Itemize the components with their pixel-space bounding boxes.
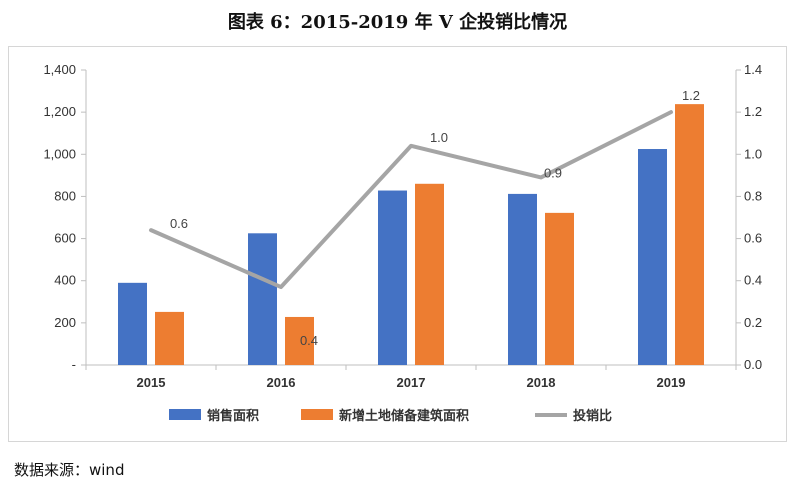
line-data-label: 0.4 <box>300 333 318 348</box>
bar-new-land-bank <box>545 212 574 365</box>
left-axis-tick-label: 1,000 <box>43 146 76 161</box>
bar-sales-area <box>248 233 277 365</box>
bar-sales-area <box>638 149 667 365</box>
x-axis-category-label: 2016 <box>267 375 296 390</box>
right-axis-tick-label: 0.6 <box>744 231 762 246</box>
right-axis-tick-label: 1.4 <box>744 62 762 77</box>
x-axis-category-label: 2019 <box>657 375 686 390</box>
legend-swatch <box>301 409 333 420</box>
line-investment-sales-ratio <box>149 110 673 290</box>
legend-label: 投销比 <box>573 408 612 424</box>
legend-label: 销售面积 <box>207 408 259 424</box>
left-axis-tick-label: 400 <box>54 273 76 288</box>
right-axis-tick-label: 0.8 <box>744 188 762 203</box>
line-data-label: 1.2 <box>682 88 700 103</box>
left-axis-tick-label: 1,200 <box>43 104 76 119</box>
data-source: 数据来源：wind <box>14 461 125 479</box>
left-axis-tick-label: 200 <box>54 315 76 330</box>
chart-area: - 200 400 600 800 1,000 1,200 1,400 0.0 0.2 0.4 0.6… <box>8 46 787 442</box>
right-axis-tick-label: 1.2 <box>744 104 762 119</box>
right-axis-tick-label: 1.0 <box>744 146 762 161</box>
chart-title: 图表 6：2015-2019 年 V 企投销比情况 <box>227 12 568 33</box>
bar-sales-area <box>118 282 147 365</box>
legend-swatch <box>169 409 201 420</box>
left-axis-tick-label: 600 <box>54 231 76 246</box>
bar-new-land-bank <box>675 104 704 365</box>
combo-chart: - 200 400 600 800 1,000 1,200 1,400 0.0 0.2 0.4 0.6… <box>43 62 762 424</box>
line-data-label: 0.6 <box>170 216 188 231</box>
bar-new-land-bank <box>155 311 184 365</box>
left-axis-tick-label: 800 <box>54 188 76 203</box>
right-axis-tick-label: 0.4 <box>744 273 762 288</box>
left-axis-tick-label: 1,400 <box>43 62 76 77</box>
bar-new-land-bank <box>415 183 444 365</box>
left-axis-tick-label: - <box>72 357 76 372</box>
x-axis-category-label: 2018 <box>527 375 556 390</box>
right-axis-tick-label: 0.2 <box>744 315 762 330</box>
line-data-label: 1.0 <box>430 130 448 145</box>
bar-sales-area <box>378 190 407 365</box>
bar-sales-area <box>508 193 537 365</box>
right-axis-tick-label: 0.0 <box>744 357 762 372</box>
bar-new-land-bank <box>285 316 314 365</box>
x-axis-category-label: 2015 <box>137 375 166 390</box>
legend-label: 新增土地储备建筑面积 <box>339 408 469 424</box>
x-axis-category-label: 2017 <box>397 375 426 390</box>
line-data-label: 0.9 <box>544 165 562 180</box>
